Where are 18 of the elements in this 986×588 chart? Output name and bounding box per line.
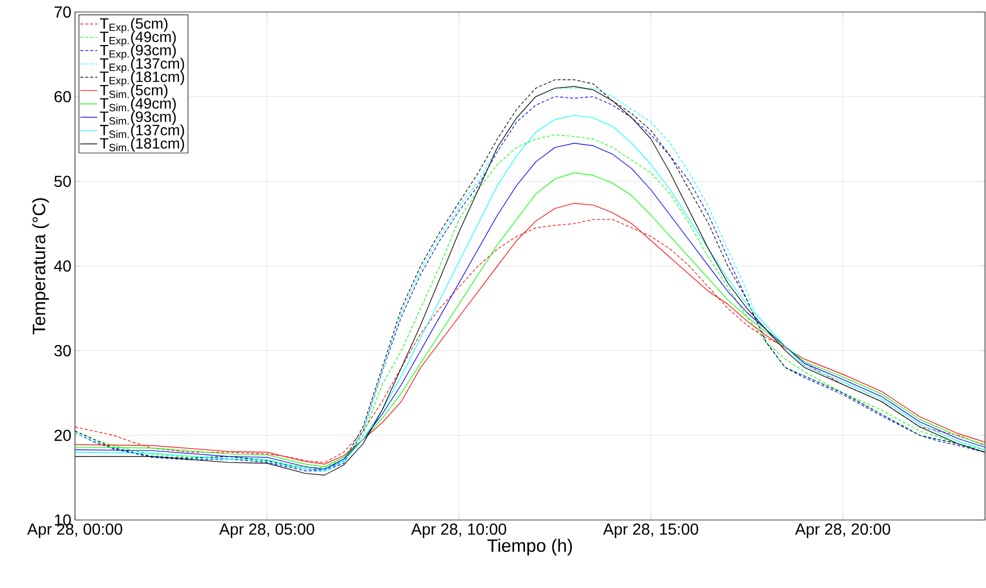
y-tick-label: 20 [54,430,71,441]
y-axis-title: Temperatura (°C) [32,198,49,334]
legend-label: T$_{Sim.}$(49cm) [100,98,176,112]
y-tick-label: 60 [54,91,71,102]
x-tick-label: Apr 28, 15:00 [603,524,698,538]
x-tick-label: Apr 28, 20:00 [795,524,890,538]
legend-label: T$_{Exp.}$(181cm) [100,71,184,86]
x-tick-label: Apr 28, 10:00 [411,524,506,538]
legend-label: T$_{Sim.}$(181cm) [100,138,184,152]
x-axis-title: Tiempo (h) [487,538,572,556]
legend-label: T$_{Exp.}$(49cm) [100,31,176,46]
y-tick-label: 30 [54,345,71,356]
y-tick-label: 40 [54,260,71,272]
x-tick-label: Apr 28, 05:00 [219,524,314,538]
legend-label: T$_{Sim.}$(137cm) [100,124,184,138]
legend-label: T$_{Sim.}$(93cm) [100,111,176,125]
y-tick-label: 50 [54,176,71,187]
y-tick-label: 70 [54,6,71,18]
